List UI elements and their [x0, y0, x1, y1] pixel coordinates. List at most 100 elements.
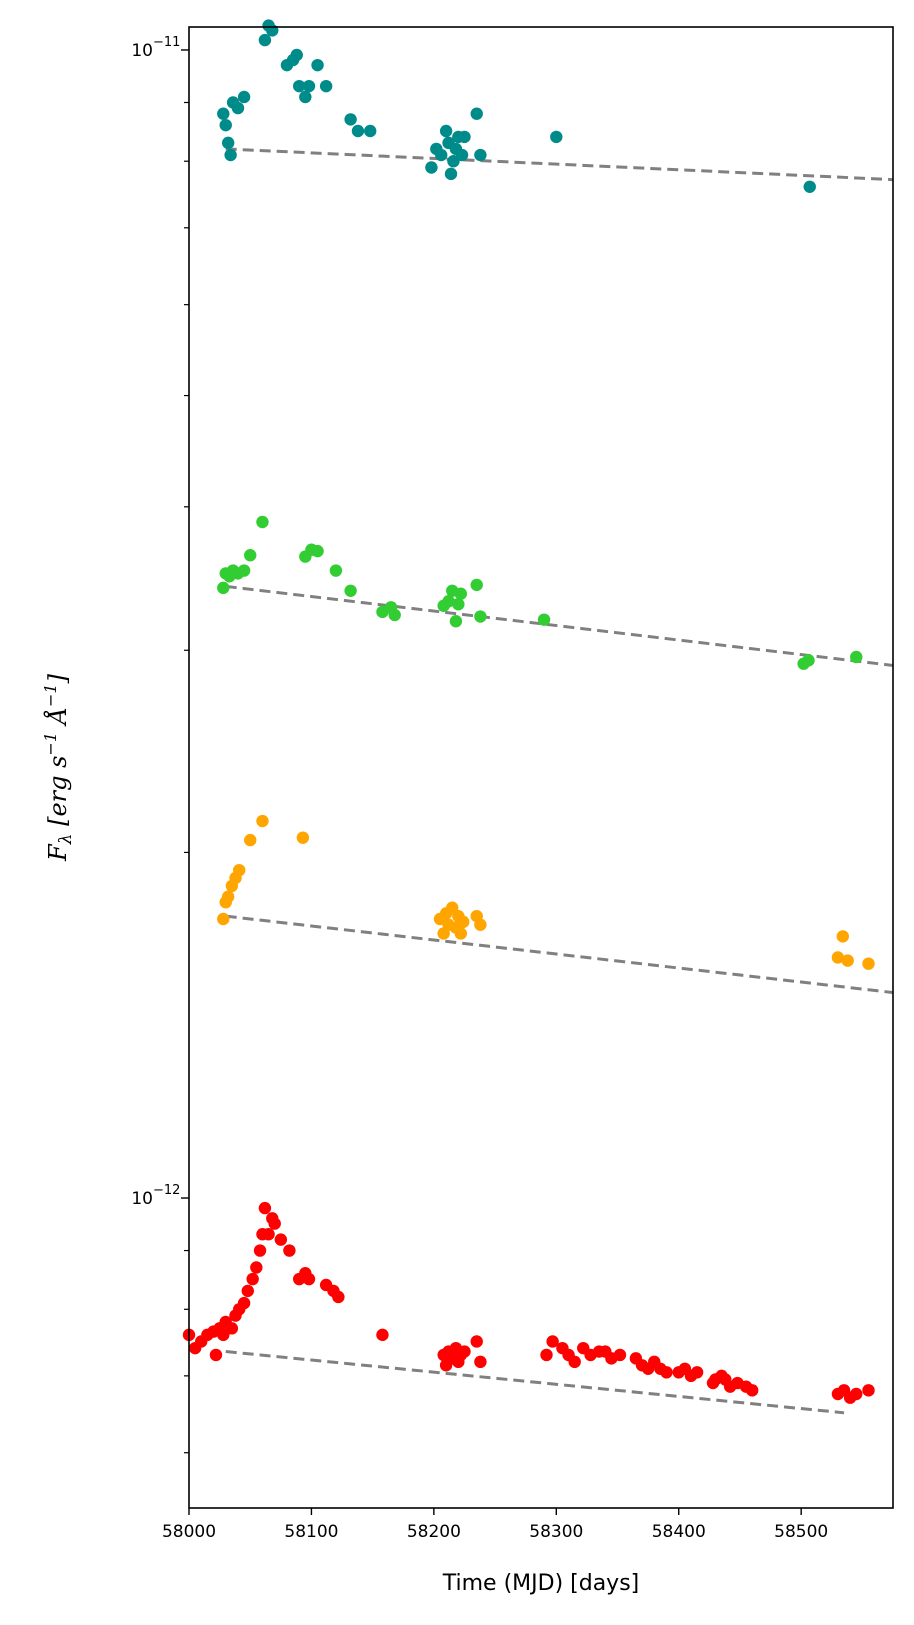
- teal-point-33: [470, 107, 483, 120]
- teal-point-22: [425, 161, 438, 174]
- orange-point-7: [244, 833, 257, 847]
- green-point-25: [537, 613, 551, 626]
- teal-point-8: [258, 33, 272, 47]
- green-point-20: [449, 615, 463, 628]
- red-point-75: [862, 1384, 875, 1397]
- teal-point-21: [364, 124, 377, 138]
- teal-point-32: [458, 130, 471, 144]
- trend-lines: [225, 147, 894, 1415]
- teal-point-20: [351, 124, 365, 138]
- red-point-22: [268, 1217, 281, 1230]
- red-point-39: [458, 1345, 471, 1358]
- orange-point-21: [831, 951, 845, 964]
- red-point-74: [850, 1387, 863, 1401]
- red-point-6: [209, 1348, 223, 1362]
- red-point-19: [258, 1201, 272, 1215]
- red-point-62: [690, 1366, 704, 1379]
- teal-point-4: [224, 148, 237, 162]
- red-point-42: [540, 1348, 553, 1362]
- y-label-unit2: Å: [43, 707, 72, 732]
- x-tick-label-1: 58000: [162, 1522, 216, 1542]
- green-point-6: [237, 564, 251, 577]
- orange-point-6: [232, 863, 246, 877]
- red-point-41: [474, 1355, 487, 1369]
- green-point-28: [850, 650, 863, 664]
- teal-point-14: [292, 79, 306, 93]
- green-point-18: [442, 595, 455, 608]
- teal-point-15: [299, 90, 312, 104]
- teal-point-31: [455, 148, 469, 162]
- teal-point-27: [444, 167, 458, 181]
- green-point-7: [244, 549, 257, 562]
- y-label-unit2-exp: −1: [41, 683, 60, 707]
- red-point-16: [250, 1261, 263, 1274]
- green-point-13: [344, 584, 357, 597]
- trend-line-6: [225, 1350, 845, 1415]
- y-label-sub: λ: [56, 834, 76, 846]
- green-point-12: [329, 564, 343, 577]
- orange-point-23: [841, 954, 854, 967]
- green-point-1: [217, 581, 230, 595]
- teal-point-35: [550, 130, 563, 144]
- x-tick-label-5: 58400: [652, 1522, 706, 1542]
- x-tick-label-4: 58300: [529, 1522, 583, 1542]
- green-point-27: [802, 654, 815, 667]
- trend-line-3: [225, 147, 894, 182]
- teal-point-3: [221, 136, 235, 150]
- teal-point-7: [237, 90, 251, 104]
- green-point-22: [454, 587, 468, 600]
- red-point-43: [546, 1335, 559, 1348]
- red-point-20: [262, 1228, 275, 1241]
- teal-point-6: [231, 101, 245, 115]
- red-point-23: [274, 1233, 288, 1246]
- teal-point-18: [319, 79, 333, 93]
- y-label-base: F: [44, 843, 72, 862]
- orange-point-1: [217, 912, 230, 926]
- red-point-10: [225, 1322, 239, 1335]
- teal-point-25: [439, 124, 453, 138]
- orange-point-18: [457, 915, 470, 929]
- data-points: [182, 19, 875, 1404]
- teal-point-1: [217, 107, 230, 120]
- red-point-58: [660, 1366, 673, 1379]
- teal-point-16: [302, 79, 316, 93]
- y-tick-label-2: 10: [131, 1189, 153, 1209]
- teal-point-36: [803, 180, 816, 193]
- plot-frame: [188, 26, 894, 1509]
- red-point-70: [746, 1384, 759, 1397]
- red-point-52: [613, 1348, 627, 1362]
- orange-point-17: [454, 927, 468, 940]
- teal-point-24: [435, 148, 448, 162]
- green-point-23: [470, 578, 483, 592]
- x-axis-ticks: 58000 58100 58200 58300 58400 58500: [162, 1508, 828, 1542]
- teal-point-28: [447, 155, 460, 168]
- y-label-close: ]: [44, 673, 72, 684]
- y-tick-exponent-1: −11: [153, 35, 180, 50]
- x-axis-label: Time (MJD) [days]: [442, 1571, 640, 1596]
- red-point-24: [283, 1244, 296, 1257]
- teal-point-19: [344, 113, 357, 126]
- red-point-15: [246, 1272, 259, 1286]
- red-point-30: [332, 1290, 345, 1304]
- trend-line-5: [225, 914, 894, 995]
- green-point-16: [388, 608, 401, 622]
- red-point-27: [302, 1272, 316, 1286]
- trend-line-4: [225, 584, 894, 667]
- red-point-17: [253, 1244, 267, 1257]
- orange-point-9: [296, 831, 310, 844]
- orange-point-20: [474, 918, 487, 931]
- red-point-13: [237, 1296, 251, 1310]
- orange-point-8: [256, 814, 269, 828]
- teal-point-34: [474, 148, 487, 162]
- y-tick-exponent-2: −12: [153, 1183, 180, 1198]
- red-point-31: [376, 1328, 389, 1342]
- teal-point-13: [290, 48, 303, 62]
- y-label-unit1: erg s: [44, 756, 72, 817]
- orange-point-22: [836, 930, 850, 943]
- green-point-11: [311, 544, 324, 558]
- teal-point-17: [311, 58, 324, 72]
- teal-point-2: [219, 118, 232, 132]
- red-point-8: [217, 1328, 230, 1342]
